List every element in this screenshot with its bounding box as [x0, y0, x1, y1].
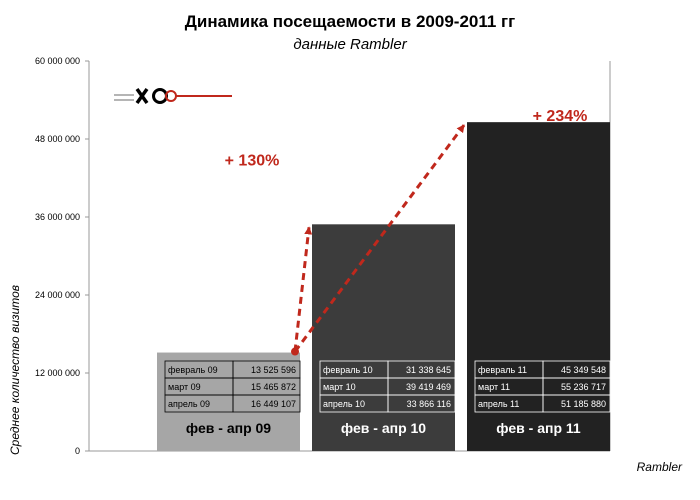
table-month-label: февраль 09 — [168, 365, 218, 375]
table-cell — [387, 394, 456, 413]
table-value-label: 16 449 107 — [251, 399, 296, 409]
chart-subtitle: данные Rambler — [293, 36, 407, 53]
table-value-label: 39 419 469 — [406, 382, 451, 392]
category-label: фев - апр 09 — [186, 420, 271, 436]
table-cell — [542, 394, 611, 413]
growth-label: + 130% — [225, 152, 280, 169]
y-tick-label: 0 — [75, 446, 80, 456]
category-label: фев - апр 10 — [341, 420, 426, 436]
source-label: Rambler — [636, 460, 682, 474]
growth-arrow — [293, 226, 313, 352]
y-tick-label: 24 000 000 — [35, 290, 80, 300]
logo-icon — [114, 87, 232, 105]
y-axis-label: Среднее количество визитов — [8, 285, 22, 455]
category-label: фев - апр 11 — [496, 420, 581, 436]
table-cell — [232, 394, 301, 413]
y-tick-label: 48 000 000 — [35, 134, 80, 144]
table-month-label: март 09 — [168, 382, 201, 392]
chart-title: Динамика посещаемости в 2009-2011 гг — [184, 12, 516, 31]
table-value-label: 45 349 548 — [561, 365, 606, 375]
table-month-label: март 11 — [478, 382, 510, 392]
bar — [467, 122, 610, 452]
bar — [312, 224, 455, 451]
table-month-label: апрель 09 — [168, 399, 210, 409]
y-tick-label: 36 000 000 — [35, 212, 80, 222]
bar — [157, 352, 300, 451]
growth-label: + 234% — [533, 108, 588, 125]
table-value-label: 55 236 717 — [561, 382, 606, 392]
table-month-label: апрель 10 — [323, 399, 365, 409]
table-value-label: 13 525 596 — [251, 365, 296, 375]
table-month-label: февраль 10 — [323, 365, 373, 375]
y-tick-label: 12 000 000 — [35, 368, 80, 378]
table-value-label: 33 866 116 — [407, 399, 451, 409]
table-month-label: февраль 11 — [478, 365, 527, 375]
table-value-label: 31 338 645 — [406, 365, 451, 375]
table-value-label: 51 185 880 — [561, 399, 606, 409]
y-tick-label: 60 000 000 — [35, 56, 80, 66]
table-month-label: март 10 — [323, 382, 356, 392]
table-month-label: апрель 11 — [478, 399, 519, 409]
table-value-label: 15 465 872 — [251, 382, 296, 392]
